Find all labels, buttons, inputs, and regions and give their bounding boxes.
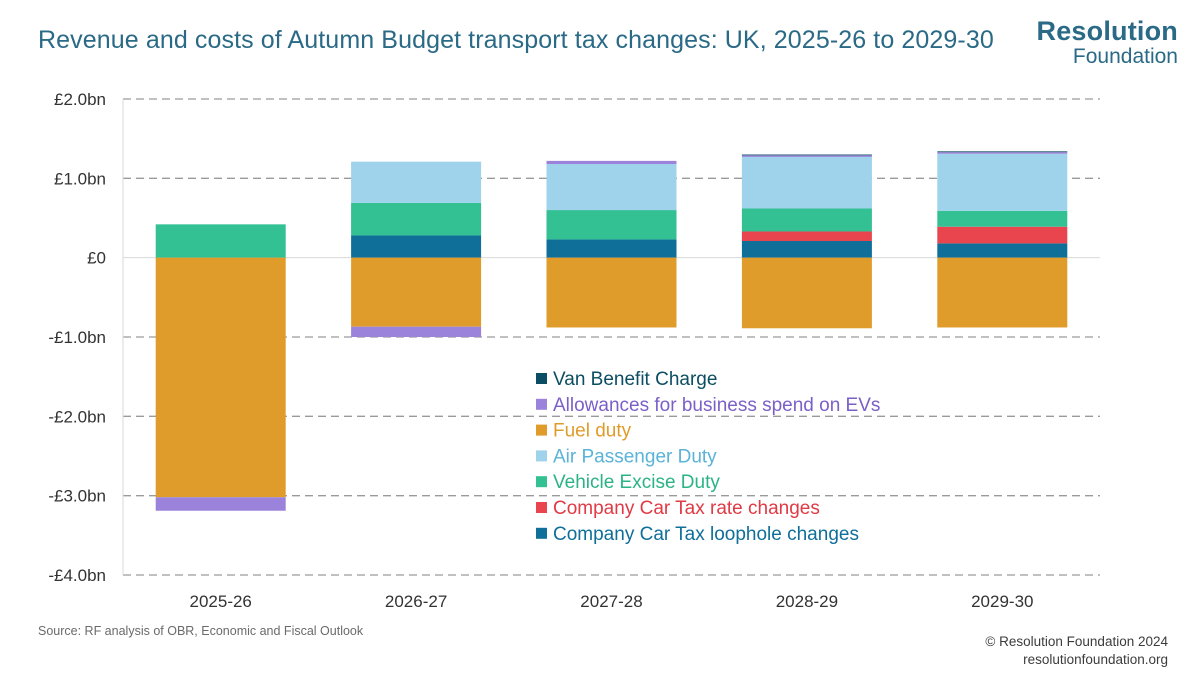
logo-line-1: Resolution bbox=[1036, 16, 1178, 46]
x-tick-label: 2026-27 bbox=[385, 592, 447, 611]
bar-vehicle-excise-duty-2026-27 bbox=[351, 202, 482, 236]
bar-fuel-duty-2025-26 bbox=[155, 257, 286, 498]
bar-allowances-for-business-spend-on-evs-2025-26 bbox=[155, 497, 286, 511]
legend-swatch-fuel-duty bbox=[536, 424, 547, 436]
bar-air-passenger-duty-2028-29 bbox=[741, 156, 872, 209]
legend-label-van-benefit-charge: Van Benefit Charge bbox=[553, 369, 717, 390]
x-tick-label: 2027-28 bbox=[580, 592, 642, 611]
legend-swatch-company-car-tax-rate-changes bbox=[536, 502, 547, 513]
bar-allowances-for-business-spend-on-evs-2029-30 bbox=[937, 152, 1068, 154]
bar-allowances-for-business-spend-on-evs-2028-29 bbox=[741, 155, 872, 157]
resolution-foundation-logo: Resolution Foundation bbox=[1036, 16, 1179, 68]
bar-vehicle-excise-duty-2029-30 bbox=[937, 210, 1068, 227]
legend-label-company-car-tax-loophole-changes: Company Car Tax loophole changes bbox=[553, 524, 859, 545]
bar-fuel-duty-2029-30 bbox=[937, 257, 1068, 328]
legend-label-air-passenger-duty: Air Passenger Duty bbox=[553, 446, 717, 467]
bar-fuel-duty-2028-29 bbox=[741, 257, 872, 329]
y-tick-label: -£1.0bn bbox=[48, 328, 106, 347]
y-tick-label: £2.0bn bbox=[54, 90, 106, 109]
bar-fuel-duty-2026-27 bbox=[351, 257, 482, 327]
y-tick-label: £1.0bn bbox=[54, 169, 106, 188]
legend-swatch-van-benefit-charge bbox=[536, 373, 547, 384]
bar-vehicle-excise-duty-2027-28 bbox=[546, 210, 677, 240]
legend-swatch-vehicle-excise-duty bbox=[536, 476, 547, 488]
bar-allowances-for-business-spend-on-evs-2026-27 bbox=[351, 326, 482, 337]
y-tick-label: -£2.0bn bbox=[48, 407, 106, 426]
website-text: resolutionfoundation.org bbox=[1023, 651, 1168, 667]
legend-swatch-company-car-tax-loophole-changes bbox=[536, 527, 547, 539]
copyright-text: © Resolution Foundation 2024 bbox=[985, 634, 1168, 649]
y-tick-label: -£3.0bn bbox=[48, 487, 106, 506]
bar-air-passenger-duty-2029-30 bbox=[937, 153, 1068, 211]
bar-company-car-tax-loophole-changes-2026-27 bbox=[351, 235, 482, 258]
bar-air-passenger-duty-2026-27 bbox=[351, 161, 482, 203]
bar-air-passenger-duty-2027-28 bbox=[546, 164, 677, 211]
chart-title: Revenue and costs of Autumn Budget trans… bbox=[38, 26, 994, 54]
bar-company-car-tax-loophole-changes-2027-28 bbox=[546, 239, 677, 258]
y-tick-label: £0 bbox=[87, 249, 106, 268]
bar-company-car-tax-rate-changes-2029-30 bbox=[937, 226, 1068, 244]
legend-swatch-allowances-for-business-spend-on-evs bbox=[536, 398, 547, 410]
legend-label-vehicle-excise-duty: Vehicle Excise Duty bbox=[553, 472, 720, 493]
bar-fuel-duty-2027-28 bbox=[546, 257, 677, 328]
x-tick-label: 2025-26 bbox=[190, 592, 252, 611]
bar-vehicle-excise-duty-2025-26 bbox=[155, 224, 286, 258]
x-tick-label: 2029-30 bbox=[971, 592, 1033, 611]
y-tick-label: -£4.0bn bbox=[48, 566, 106, 585]
bar-company-car-tax-loophole-changes-2029-30 bbox=[937, 243, 1068, 258]
logo-line-2: Foundation bbox=[1072, 45, 1178, 68]
legend-swatch-air-passenger-duty bbox=[536, 450, 547, 462]
legend-label-fuel-duty: Fuel duty bbox=[553, 421, 632, 442]
bar-company-car-tax-loophole-changes-2028-29 bbox=[741, 241, 872, 258]
legend-label-company-car-tax-rate-changes: Company Car Tax rate changes bbox=[553, 498, 820, 519]
bar-vehicle-excise-duty-2028-29 bbox=[741, 208, 872, 232]
bar-van-benefit-charge-2028-29 bbox=[741, 154, 872, 156]
bar-van-benefit-charge-2029-30 bbox=[937, 151, 1068, 153]
source-note: Source: RF analysis of OBR, Economic and… bbox=[38, 624, 364, 638]
x-tick-label: 2028-29 bbox=[776, 592, 838, 611]
bar-company-car-tax-rate-changes-2028-29 bbox=[741, 231, 872, 242]
footer-credits: © Resolution Foundation 2024 resolutionf… bbox=[985, 633, 1168, 668]
bar-allowances-for-business-spend-on-evs-2027-28 bbox=[546, 160, 677, 165]
legend-label-allowances-for-business-spend-on-evs: Allowances for business spend on EVs bbox=[553, 395, 880, 416]
